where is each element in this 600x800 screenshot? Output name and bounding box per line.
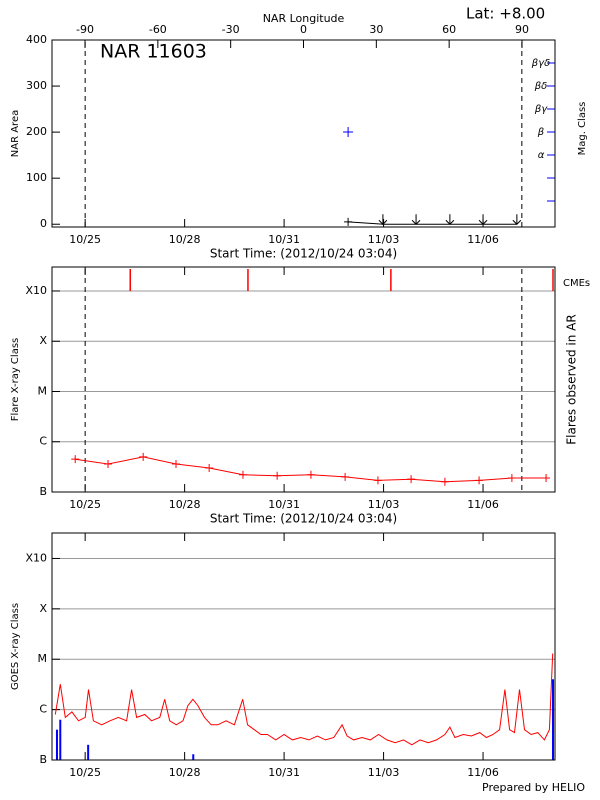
data-point bbox=[172, 460, 181, 469]
x-tick-label: 10/25 bbox=[69, 766, 101, 779]
flare-bar bbox=[55, 729, 58, 760]
y-tick-label: 400 bbox=[26, 33, 47, 46]
x-tick-label: 11/06 bbox=[467, 233, 499, 246]
data-point bbox=[344, 217, 353, 226]
data-point bbox=[478, 214, 488, 225]
x-tick-label: 11/03 bbox=[368, 233, 400, 246]
y-tick-label: B bbox=[39, 753, 47, 766]
x-tick-label: 11/03 bbox=[368, 766, 400, 779]
data-point bbox=[378, 214, 388, 225]
data-point bbox=[104, 460, 113, 469]
x-tick-label: 10/28 bbox=[169, 498, 201, 511]
x-axis-title: Start Time: (2012/10/24 03:04) bbox=[210, 512, 397, 526]
x-tick-label: 11/06 bbox=[467, 498, 499, 511]
plot-frame bbox=[51, 266, 556, 493]
data-point bbox=[71, 455, 80, 464]
series-line bbox=[54, 653, 554, 746]
y-tick-label: C bbox=[39, 703, 47, 716]
data-point bbox=[205, 464, 214, 473]
x2-tick-label: 0 bbox=[300, 23, 307, 36]
x-tick-label: 10/25 bbox=[69, 498, 101, 511]
data-point bbox=[238, 470, 247, 479]
flare-bar bbox=[552, 679, 555, 760]
y-axis-title: NAR Area bbox=[10, 110, 21, 157]
data-point bbox=[475, 476, 484, 485]
y-tick-label: X10 bbox=[25, 284, 47, 297]
x2-tick-label: 60 bbox=[442, 23, 456, 36]
region-label: NAR 11603 bbox=[100, 41, 207, 63]
plot-frame bbox=[51, 39, 556, 228]
y-tick-label: 300 bbox=[26, 79, 47, 92]
x2-tick-label: -30 bbox=[222, 23, 240, 36]
y-tick-label: 100 bbox=[26, 171, 47, 184]
data-point bbox=[542, 473, 551, 482]
y-tick-label: X bbox=[39, 334, 47, 347]
flare-bar bbox=[87, 744, 90, 760]
y2-axis-title: Flares observed in AR bbox=[565, 314, 579, 444]
x-tick-label: 10/28 bbox=[169, 233, 201, 246]
x-tick-label: 10/31 bbox=[268, 233, 300, 246]
y-tick-label: B bbox=[39, 485, 47, 498]
flare-bar bbox=[59, 719, 62, 760]
plot-frame bbox=[51, 532, 556, 761]
x-tick-label: 10/25 bbox=[69, 233, 101, 246]
flare-bar bbox=[192, 754, 195, 760]
data-point bbox=[139, 452, 148, 461]
y-tick-label: X bbox=[39, 602, 47, 615]
data-point bbox=[440, 477, 449, 486]
x2-tick-label: -90 bbox=[76, 23, 94, 36]
series-line bbox=[348, 221, 517, 225]
x2-tick-label: -60 bbox=[149, 23, 167, 36]
x-axis-title: Start Time: (2012/10/24 03:04) bbox=[210, 247, 397, 261]
events-label: CMEs bbox=[563, 278, 590, 289]
y-tick-label: 0 bbox=[40, 217, 47, 230]
y-tick-label: X10 bbox=[25, 551, 47, 564]
data-point bbox=[445, 214, 455, 225]
data-point bbox=[512, 214, 522, 225]
y2-axis-title: Mag. Class bbox=[577, 102, 588, 156]
y-tick-label: C bbox=[39, 435, 47, 448]
footer: Prepared by HELIO bbox=[482, 781, 585, 794]
data-point bbox=[343, 127, 354, 138]
y2-tick-label: βγδ bbox=[531, 58, 550, 69]
x-tick-label: 10/31 bbox=[268, 498, 300, 511]
y-tick-label: 200 bbox=[26, 125, 47, 138]
y-axis-title: GOES X-ray Class bbox=[10, 603, 21, 690]
data-point bbox=[407, 475, 416, 484]
data-point bbox=[411, 214, 421, 225]
x-tick-label: 10/28 bbox=[169, 766, 201, 779]
data-point bbox=[341, 472, 350, 481]
x2-tick-label: 90 bbox=[515, 23, 529, 36]
y2-tick-label: α bbox=[538, 150, 545, 161]
y2-tick-label: βδ bbox=[534, 81, 548, 92]
data-point bbox=[507, 473, 516, 482]
latitude-label: Lat: +8.00 bbox=[466, 5, 545, 23]
data-point bbox=[373, 476, 382, 485]
y2-tick-label: βγ bbox=[534, 104, 548, 115]
x2-axis-title: NAR Longitude bbox=[263, 12, 345, 25]
x-tick-label: 10/31 bbox=[268, 766, 300, 779]
data-point bbox=[306, 470, 315, 479]
x-tick-label: 11/03 bbox=[368, 498, 400, 511]
data-point bbox=[273, 471, 282, 480]
x2-tick-label: 30 bbox=[369, 23, 383, 36]
y-tick-label: M bbox=[38, 384, 48, 397]
y2-tick-label: β bbox=[537, 127, 545, 138]
y-tick-label: M bbox=[38, 652, 48, 665]
y-axis-title: Flare X-ray Class bbox=[10, 338, 21, 422]
x-tick-label: 11/06 bbox=[467, 766, 499, 779]
